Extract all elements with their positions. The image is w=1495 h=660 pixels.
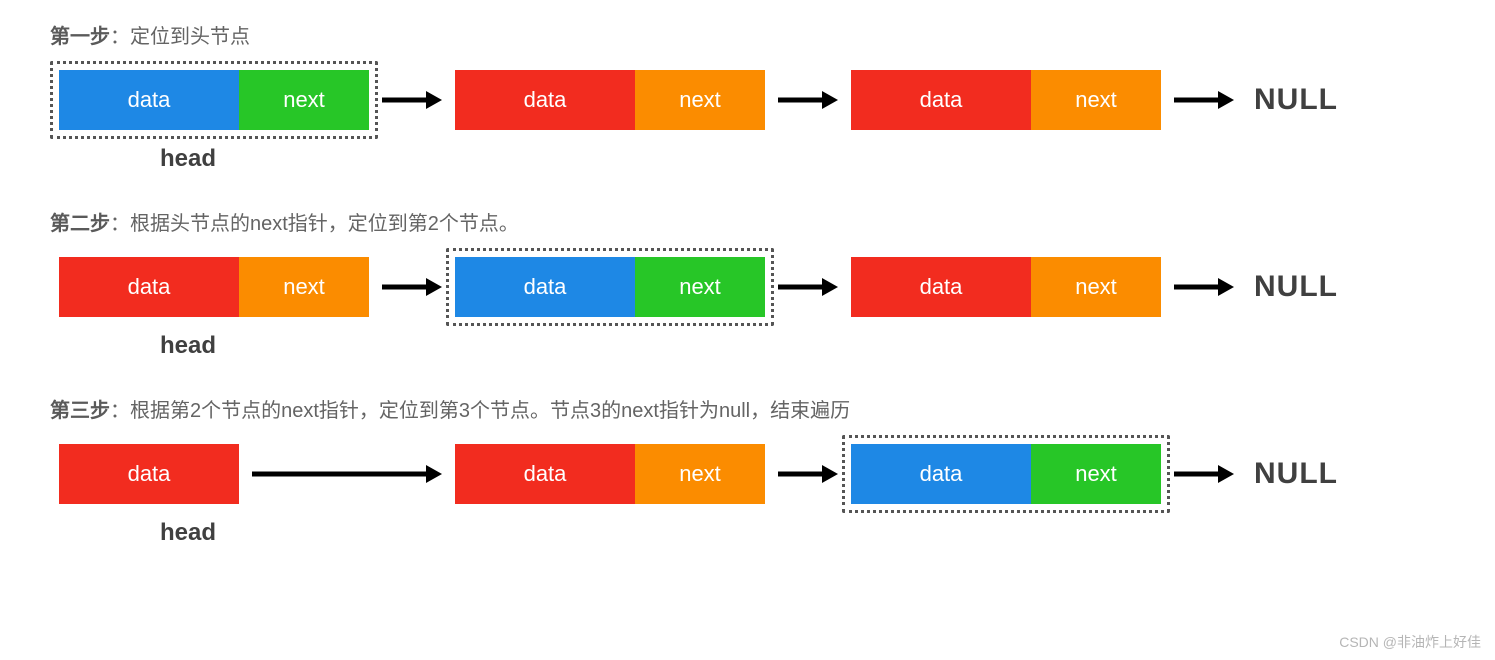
node-next-cell: next bbox=[1031, 70, 1161, 130]
node-box: datanext bbox=[455, 257, 765, 317]
null-label: NULL bbox=[1254, 457, 1338, 491]
node: datanext bbox=[842, 248, 1170, 326]
node-data-cell: data bbox=[455, 257, 635, 317]
node-box: datanext bbox=[59, 70, 369, 130]
node-next-cell: next bbox=[635, 70, 765, 130]
null-label: NULL bbox=[1254, 83, 1338, 117]
node-next-cell: next bbox=[635, 257, 765, 317]
node-box: data bbox=[59, 444, 239, 504]
node: datanext bbox=[50, 248, 378, 326]
node: data bbox=[50, 435, 248, 513]
step-title-rest: ：根据头节点的next指针，定位到第2个节点。 bbox=[110, 213, 519, 235]
node: datanext bbox=[842, 61, 1170, 139]
step-title-rest: ：根据第2个节点的next指针，定位到第3个节点。节点3的next指针为null… bbox=[110, 400, 850, 422]
node-box: datanext bbox=[455, 444, 765, 504]
node-data-cell: data bbox=[851, 444, 1031, 504]
node-box: datanext bbox=[851, 257, 1161, 317]
head-label: head bbox=[160, 519, 1445, 547]
head-label: head bbox=[160, 145, 1445, 173]
node: datanext bbox=[446, 61, 774, 139]
node-highlighted: datanext bbox=[50, 61, 378, 139]
node-data-cell: data bbox=[851, 70, 1031, 130]
node: datanext bbox=[446, 435, 774, 513]
arrow-icon bbox=[382, 88, 442, 112]
null-label: NULL bbox=[1254, 270, 1338, 304]
node-next-cell: next bbox=[239, 257, 369, 317]
node-box: datanext bbox=[59, 257, 369, 317]
step-title-rest: ：定位到头节点 bbox=[110, 26, 250, 48]
node-data-cell: data bbox=[455, 70, 635, 130]
node-data-cell: data bbox=[455, 444, 635, 504]
arrow-icon bbox=[252, 462, 442, 486]
linked-list-row: data datanext datanext NULL bbox=[50, 435, 1445, 513]
node-box: datanext bbox=[455, 70, 765, 130]
arrow-icon bbox=[1174, 462, 1234, 486]
step-caption: 第三步：根据第2个节点的next指针，定位到第3个节点。节点3的next指针为n… bbox=[50, 394, 1445, 423]
head-label: head bbox=[160, 332, 1445, 360]
arrow-icon bbox=[778, 275, 838, 299]
linked-list-traversal-diagram: 第一步：定位到头节点datanext datanext datanext NUL… bbox=[50, 20, 1445, 547]
node-highlighted: datanext bbox=[446, 248, 774, 326]
node-highlighted: datanext bbox=[842, 435, 1170, 513]
step-title-bold: 第一步 bbox=[50, 26, 110, 48]
node-next-cell: next bbox=[635, 444, 765, 504]
linked-list-row: datanext datanext datanext NULL bbox=[50, 248, 1445, 326]
node-box: datanext bbox=[851, 444, 1161, 504]
node-data-cell: data bbox=[59, 257, 239, 317]
node-data-cell: data bbox=[59, 444, 239, 504]
node-next-cell: next bbox=[1031, 257, 1161, 317]
arrow-icon bbox=[1174, 275, 1234, 299]
node-next-cell: next bbox=[1031, 444, 1161, 504]
node-next-cell: next bbox=[239, 70, 369, 130]
arrow-icon bbox=[1174, 88, 1234, 112]
step-caption: 第一步：定位到头节点 bbox=[50, 20, 1445, 49]
watermark: CSDN @非油炸上好佳 bbox=[1339, 632, 1481, 652]
arrow-icon bbox=[382, 275, 442, 299]
node-data-cell: data bbox=[851, 257, 1031, 317]
arrow-icon bbox=[778, 462, 838, 486]
node-box: datanext bbox=[851, 70, 1161, 130]
step-title-bold: 第三步 bbox=[50, 400, 110, 422]
linked-list-row: datanext datanext datanext NULL bbox=[50, 61, 1445, 139]
step-caption: 第二步：根据头节点的next指针，定位到第2个节点。 bbox=[50, 207, 1445, 236]
arrow-icon bbox=[778, 88, 838, 112]
step-title-bold: 第二步 bbox=[50, 213, 110, 235]
node-data-cell: data bbox=[59, 70, 239, 130]
